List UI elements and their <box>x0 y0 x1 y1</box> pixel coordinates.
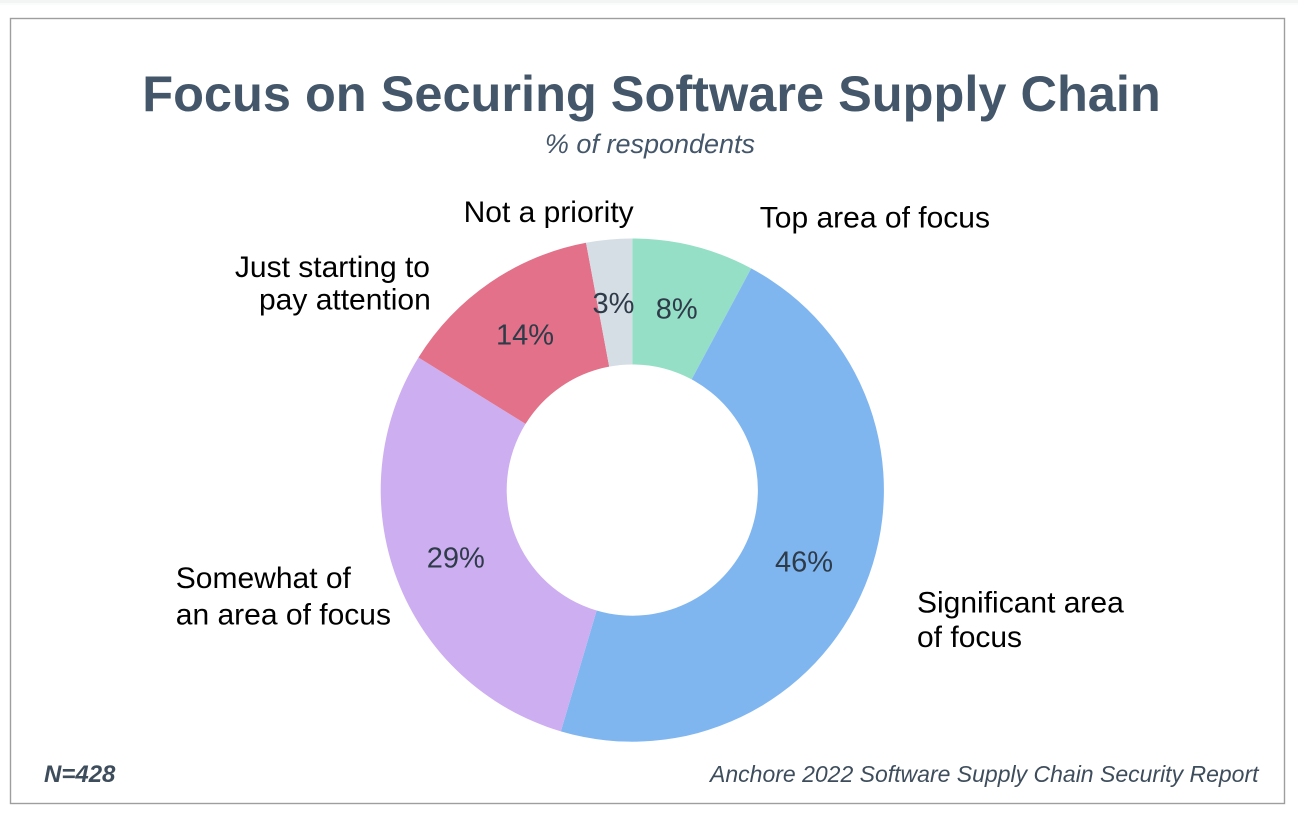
svg-text:pay attention: pay attention <box>259 284 431 317</box>
svg-text:Somewhat of: Somewhat of <box>176 562 352 595</box>
svg-text:14%: 14% <box>496 320 554 352</box>
svg-text:Not a priority: Not a priority <box>464 196 634 229</box>
svg-text:46%: 46% <box>775 546 833 578</box>
svg-text:% of respondents: % of respondents <box>545 129 755 159</box>
svg-text:8%: 8% <box>656 294 698 326</box>
svg-text:Significant area: Significant area <box>917 587 1124 620</box>
svg-text:N=428: N=428 <box>44 761 116 788</box>
svg-text:Anchore 2022 Software Supply C: Anchore 2022 Software Supply Chain Secur… <box>708 761 1260 787</box>
svg-text:an area of focus: an area of focus <box>176 599 391 632</box>
svg-text:3%: 3% <box>593 288 635 320</box>
svg-text:Just starting to: Just starting to <box>235 251 430 284</box>
svg-text:of focus: of focus <box>917 621 1022 654</box>
svg-text:29%: 29% <box>427 543 485 575</box>
svg-text:Top area of focus: Top area of focus <box>760 201 990 234</box>
svg-text:Focus on Securing Software Sup: Focus on Securing Software Supply Chain <box>142 65 1161 122</box>
